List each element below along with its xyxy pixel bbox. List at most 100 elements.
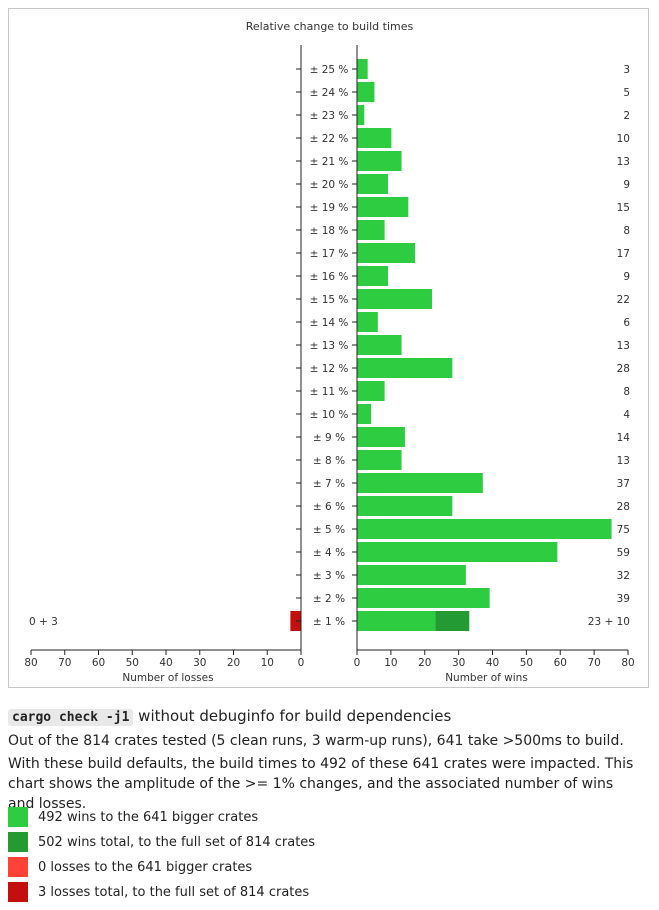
win-count-label: 9 [623, 179, 630, 191]
wins-x-tick-label: 80 [621, 657, 634, 669]
loss-count-label: 0 + 3 [29, 616, 58, 628]
wins-x-tick-label: 40 [486, 657, 499, 669]
legend-swatch [8, 882, 28, 902]
win-bar [357, 496, 453, 516]
wins-x-tick-label: 20 [418, 657, 431, 669]
category-label: ± 16 % [310, 271, 349, 283]
win-bar [357, 266, 388, 286]
win-bar [357, 404, 372, 424]
win-bar [357, 59, 368, 79]
category-label: ± 5 % [313, 524, 345, 536]
category-label: ± 20 % [310, 179, 349, 191]
category-label: ± 24 % [310, 87, 349, 99]
caption-heading: cargo check -j1 without debuginfo for bu… [8, 706, 451, 728]
legend-swatch [8, 857, 28, 877]
legend-item: 0 losses to the 641 bigger crates [8, 857, 252, 877]
win-count-label: 13 [617, 455, 630, 467]
category-label: ± 10 % [310, 409, 349, 421]
legend-label: 3 losses total, to the full set of 814 c… [38, 884, 310, 900]
category-label: ± 15 % [310, 294, 349, 306]
win-count-label: 13 [617, 340, 630, 352]
chart-title: Relative change to build times [246, 20, 414, 33]
win-bar [357, 335, 402, 355]
legend-item: 3 losses total, to the full set of 814 c… [8, 882, 309, 902]
win-bar [357, 220, 385, 240]
wins-x-tick-label: 50 [520, 657, 533, 669]
win-count-label: 23 + 10 [588, 616, 630, 628]
win-bar [357, 312, 378, 332]
build-times-chart: Relative change to build times ± 25 % 3 ± 2… [24, 20, 634, 684]
category-label: ± 2 % [313, 593, 345, 605]
wins-x-tick-label: 60 [554, 657, 567, 669]
wins-x-tick-label: 0 [354, 657, 361, 669]
losses-x-tick-label: 40 [159, 657, 172, 669]
category-label: ± 23 % [310, 110, 349, 122]
category-label: ± 25 % [310, 64, 349, 76]
win-bar [357, 128, 392, 148]
legend-label: 502 wins total, to the full set of 814 c… [38, 834, 316, 850]
win-count-label: 32 [617, 570, 630, 582]
loss-bar-extra [290, 611, 301, 631]
category-label: ± 21 % [310, 156, 349, 168]
win-bar [357, 174, 388, 194]
win-bar [357, 565, 466, 585]
category-label: ± 1 % [313, 616, 345, 628]
losses-x-tick-label: 70 [58, 657, 71, 669]
win-bar [357, 381, 385, 401]
legend-swatch [8, 807, 28, 827]
win-count-label: 2 [623, 110, 630, 122]
win-bar [357, 243, 416, 263]
win-count-label: 8 [623, 386, 630, 398]
legend-swatch [8, 832, 28, 852]
legend-item: 492 wins to the 641 bigger crates [8, 807, 258, 827]
category-label: ± 12 % [310, 363, 349, 375]
win-count-label: 6 [623, 317, 630, 329]
win-count-label: 28 [617, 501, 630, 513]
legend-label: 0 losses to the 641 bigger crates [38, 859, 253, 875]
win-count-label: 10 [617, 133, 630, 145]
win-count-label: 3 [623, 64, 630, 76]
losses-x-tick-label: 80 [24, 657, 37, 669]
win-count-label: 14 [617, 432, 631, 444]
win-bar [357, 588, 490, 608]
losses-x-tick-label: 50 [126, 657, 139, 669]
win-bar [357, 542, 558, 562]
losses-x-tick-label: 60 [92, 657, 105, 669]
category-label: ± 14 % [310, 317, 349, 329]
category-label: ± 17 % [310, 248, 349, 260]
win-count-label: 13 [617, 156, 630, 168]
win-count-label: 39 [617, 593, 630, 605]
wins-x-tick-label: 10 [384, 657, 397, 669]
win-bar [357, 197, 409, 217]
win-bar [357, 611, 436, 631]
win-bar [357, 450, 402, 470]
wins-x-tick-label: 30 [452, 657, 465, 669]
win-bar [357, 358, 453, 378]
win-count-label: 15 [617, 202, 630, 214]
wins-axis-title: Number of wins [445, 672, 528, 684]
losses-axis-title: Number of losses [122, 672, 213, 684]
chart-frame: Relative change to build times ± 25 % 3 ± 2… [8, 8, 649, 688]
category-label: ± 3 % [313, 570, 345, 582]
losses-x-tick-label: 10 [261, 657, 274, 669]
category-label: ± 4 % [313, 547, 345, 559]
win-bar [357, 105, 365, 125]
win-count-label: 17 [617, 248, 630, 260]
command-code: cargo check -j1 [8, 709, 134, 726]
legend-item: 502 wins total, to the full set of 814 c… [8, 832, 315, 852]
category-label: ± 11 % [310, 386, 349, 398]
win-bar [357, 519, 612, 539]
heading-text: without debuginfo for build dependencies [133, 707, 452, 725]
win-count-label: 4 [623, 409, 630, 421]
win-count-label: 37 [617, 478, 630, 490]
category-label: ± 8 % [313, 455, 345, 467]
losses-x-tick-label: 0 [298, 657, 305, 669]
category-label: ± 6 % [313, 501, 345, 513]
category-label: ± 13 % [310, 340, 349, 352]
caption-line-1: Out of the 814 crates tested (5 clean ru… [8, 733, 624, 749]
win-count-label: 59 [617, 547, 630, 559]
category-label: ± 9 % [313, 432, 345, 444]
win-bar [357, 151, 402, 171]
win-bar-extra [435, 611, 470, 631]
category-label: ± 18 % [310, 225, 349, 237]
